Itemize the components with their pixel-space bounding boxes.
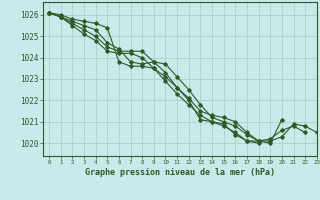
X-axis label: Graphe pression niveau de la mer (hPa): Graphe pression niveau de la mer (hPa) — [85, 168, 275, 177]
